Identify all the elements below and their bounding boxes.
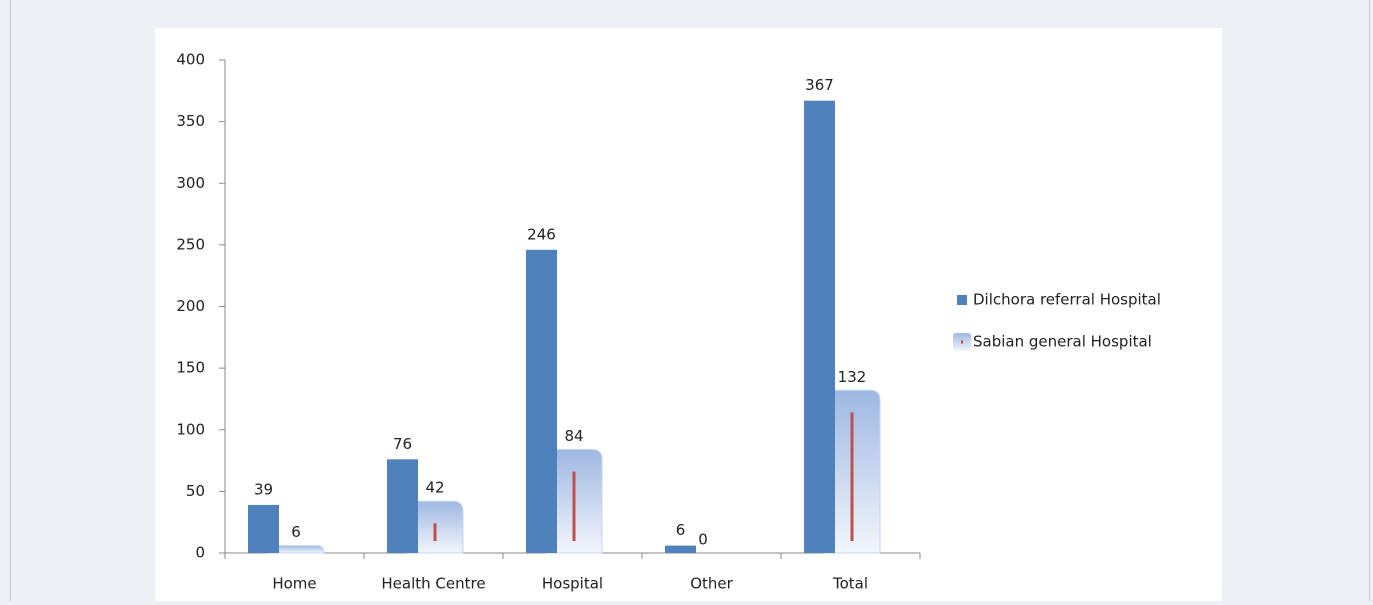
x-tick-label: Hospital: [542, 575, 603, 593]
chart-area: [155, 28, 1222, 601]
y-tick-label: 350: [176, 112, 205, 130]
y-tick-label: 50: [186, 482, 205, 500]
y-tick-label: 250: [176, 235, 205, 253]
y-tick-label: 0: [195, 544, 205, 562]
data-label: 0: [698, 531, 708, 549]
bar: [387, 459, 418, 553]
legend-swatch: [957, 295, 967, 305]
x-tick-label: Other: [690, 575, 733, 593]
data-label: 6: [676, 521, 686, 539]
data-label: 76: [393, 435, 412, 453]
data-label: 42: [425, 479, 444, 497]
x-tick-label: Health Centre: [381, 575, 485, 593]
data-label: 39: [254, 480, 273, 498]
data-label: 84: [564, 427, 583, 445]
bar: [665, 545, 696, 553]
y-tick-label: 200: [176, 297, 205, 315]
y-tick-label: 100: [176, 420, 205, 438]
legend-label: Dilchora referral Hospital: [973, 291, 1161, 309]
y-tick-label: 150: [176, 359, 205, 377]
data-label: 132: [838, 368, 867, 386]
bar: [248, 504, 279, 553]
y-tick-label: 300: [176, 174, 205, 192]
data-label: 246: [527, 225, 556, 243]
legend-swatch-mark: [961, 340, 963, 344]
bar: [526, 249, 557, 553]
x-tick-label: Total: [832, 575, 868, 593]
data-label: 6: [291, 523, 301, 541]
y-tick-label: 400: [176, 51, 205, 69]
data-label: 367: [805, 76, 834, 94]
bar: [804, 100, 835, 554]
legend-label: Sabian general Hospital: [973, 333, 1152, 351]
x-tick-label: Home: [272, 575, 316, 593]
